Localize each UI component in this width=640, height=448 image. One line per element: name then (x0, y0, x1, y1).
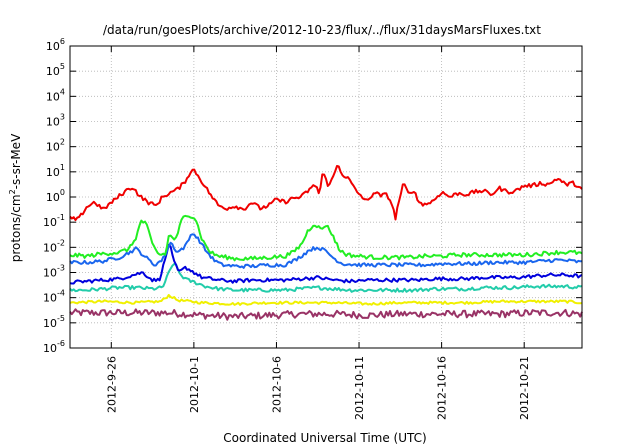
y-tick-label: 103 (46, 113, 65, 129)
y-tick-label: 100 (46, 188, 65, 204)
y-tick-label: 106 (46, 37, 65, 53)
x-tick-label: 2012-10-16 (436, 356, 449, 420)
series-line-2 (69, 214, 583, 262)
y-tick-label: 10-6 (43, 339, 65, 355)
y-tick-label: 104 (46, 87, 65, 103)
y-axis-label: protons/cm2-s-sr-MeV (8, 133, 23, 262)
chart-title: /data/run/goesPlots/archive/2012-10-23/f… (103, 23, 541, 37)
y-tick-label: 102 (46, 138, 65, 154)
x-tick-label: 2012-10-1 (188, 356, 201, 413)
series-line-5 (69, 263, 583, 293)
x-tick-label: 2012-10-21 (518, 356, 531, 420)
series-line-6 (69, 294, 583, 306)
x-axis-label: Coordinated Universal Time (UTC) (223, 431, 426, 445)
series-line-4 (69, 243, 583, 285)
series-layer (69, 165, 583, 321)
x-axis-ticks: 2012-9-26 2012-10-1 2012-10-6 2012-10-11 201… (105, 46, 531, 420)
y-axis-ticks: 10-6 10-5 10-4 10-3 10-2 10-1 100 101 102 103 104 1… (43, 37, 582, 355)
y-tick-label: 10-1 (43, 213, 65, 229)
series-line-7 (69, 308, 583, 321)
series-line-1 (69, 165, 583, 222)
series-line-3 (69, 233, 582, 269)
x-tick-label: 2012-10-6 (270, 356, 283, 413)
x-tick-label: 2012-9-26 (105, 356, 118, 413)
x-tick-label: 2012-10-11 (353, 356, 366, 420)
y-tick-label: 101 (46, 163, 65, 179)
y-tick-label: 105 (46, 62, 65, 78)
y-tick-label: 10-4 (43, 289, 65, 305)
y-tick-label: 10-2 (43, 238, 65, 254)
y-tick-label: 10-3 (43, 264, 65, 280)
grid-lines (70, 46, 582, 348)
y-tick-label: 10-5 (43, 314, 65, 330)
